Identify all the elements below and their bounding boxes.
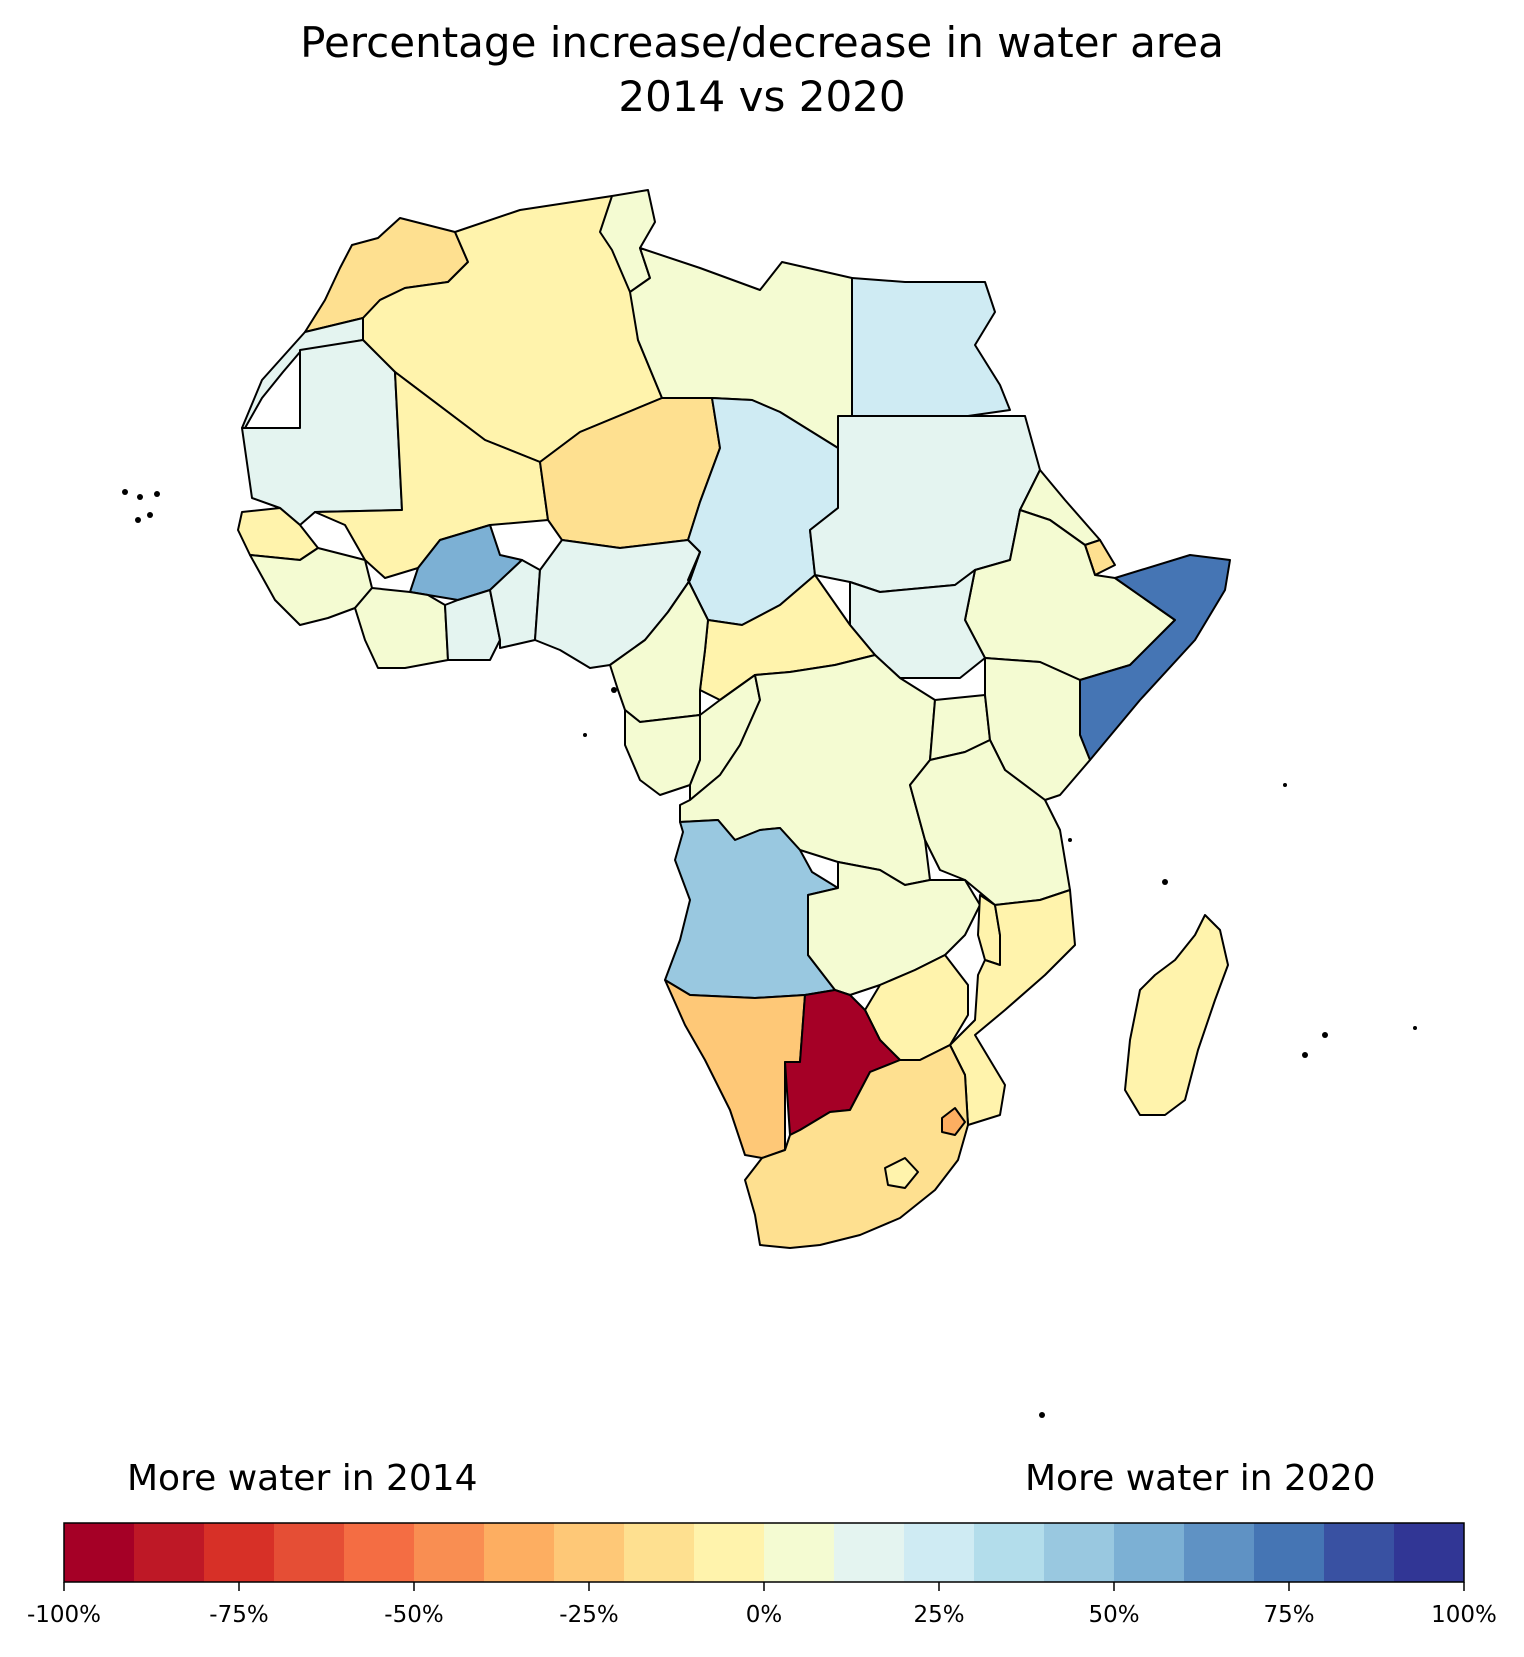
colorbar-tick-label: -75% — [209, 1602, 268, 1628]
colorbar-swatch — [904, 1523, 975, 1582]
colorbar-tick-label: -50% — [384, 1602, 443, 1628]
colorbar-swatch — [64, 1523, 135, 1582]
colorbar-swatch — [1184, 1523, 1255, 1582]
map-title: Percentage increase/decrease in water ar… — [0, 16, 1524, 124]
colorbar-swatch — [344, 1523, 415, 1582]
region-lesotho — [884, 1157, 919, 1189]
colorbar-caption-right: More water in 2020 — [1025, 1458, 1376, 1499]
colorbar-caption-left: More water in 2014 — [127, 1458, 478, 1499]
colorbar-swatch — [1114, 1523, 1185, 1582]
island-zanzibar — [1068, 838, 1072, 842]
colorbar-swatch — [694, 1523, 765, 1582]
region-kenya — [984, 657, 1091, 801]
island-canaries-2 — [137, 494, 143, 500]
colorbar-swatch — [834, 1523, 905, 1582]
colorbar-swatch — [764, 1523, 835, 1582]
title-line-2: 2014 vs 2020 — [618, 72, 906, 121]
region-eswatini — [941, 1107, 966, 1136]
island-comoros — [1162, 879, 1168, 885]
region-south-africa — [744, 1044, 969, 1249]
title-line-1: Percentage increase/decrease in water ar… — [300, 18, 1224, 67]
island-canaries-3 — [154, 491, 160, 497]
island-bioko — [611, 687, 617, 693]
island-canaries-4 — [147, 512, 153, 518]
island-reunion — [1302, 1052, 1308, 1058]
region-cote-divoire — [354, 587, 449, 669]
colorbar-swatch — [134, 1523, 205, 1582]
colorbar-swatch — [1394, 1523, 1465, 1582]
colorbar-swatch — [1254, 1523, 1325, 1582]
island-rodrigues — [1413, 1026, 1417, 1030]
island-seychelles — [1283, 783, 1287, 787]
colorbar-swatch — [974, 1523, 1045, 1582]
island-canaries-5 — [135, 517, 141, 523]
colorbar-swatch — [274, 1523, 345, 1582]
colorbar-swatch — [204, 1523, 275, 1582]
colorbar-swatch — [484, 1523, 555, 1582]
colorbar-tick-label: -100% — [27, 1602, 101, 1628]
region-somalia — [1079, 554, 1231, 761]
island-southern — [1039, 1412, 1045, 1418]
colorbar-tick-label: 25% — [913, 1602, 964, 1628]
colorbar-swatch — [624, 1523, 695, 1582]
region-mozambique — [949, 889, 1076, 1126]
colorbar-swatch — [1044, 1523, 1115, 1582]
island-mauritius — [1322, 1032, 1328, 1038]
colorbar-tick-label: 100% — [1431, 1602, 1497, 1628]
island-canaries-1 — [122, 489, 128, 495]
region-cameroon — [609, 551, 709, 723]
colorbar-swatch — [414, 1523, 485, 1582]
colorbar-tick-label: 50% — [1088, 1602, 1139, 1628]
colorbar-swatch — [554, 1523, 625, 1582]
colorbar-tick-label: 75% — [1263, 1602, 1314, 1628]
colorbar-tick-label: -25% — [559, 1602, 618, 1628]
island-sao-tome — [583, 733, 587, 737]
colorbar-swatch — [1324, 1523, 1395, 1582]
region-madagascar — [1124, 914, 1229, 1116]
colorbar-tick-label: 0% — [746, 1602, 783, 1628]
